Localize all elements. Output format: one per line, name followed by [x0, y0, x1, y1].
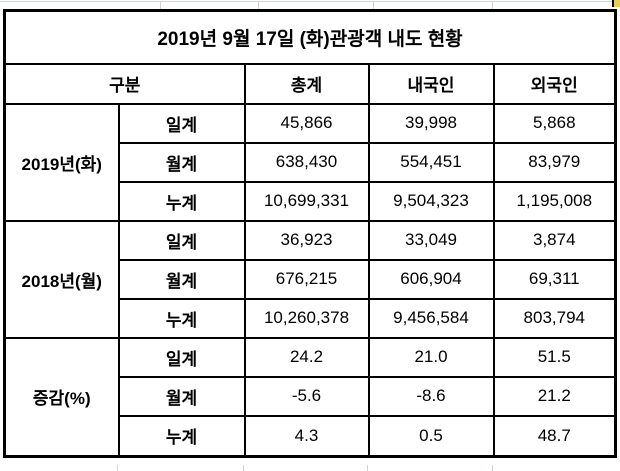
gridline-stub: [367, 465, 368, 471]
value-cell[interactable]: 803,794: [492, 297, 617, 339]
value-cell[interactable]: 606,904: [367, 258, 495, 300]
gridline-stub: [492, 2, 493, 9]
value-cell[interactable]: 45,866: [243, 102, 370, 144]
value-cell[interactable]: 5,868: [492, 102, 617, 144]
section-label-change[interactable]: 증감(%): [3, 336, 120, 458]
row-label-cumulative[interactable]: 누계: [117, 297, 246, 339]
tourist-arrival-table: 2019년 9월 17일 (화)관광객 내도 현황 구분 총계 내국인 외국인 …: [3, 9, 618, 458]
value-cell[interactable]: 36,923: [243, 219, 370, 261]
gridline-stub: [117, 465, 118, 471]
value-cell[interactable]: 1,195,008: [492, 180, 617, 222]
row-label-daily[interactable]: 일계: [117, 102, 246, 144]
row-label-monthly[interactable]: 월계: [117, 375, 246, 417]
gridline-stub: [243, 465, 244, 471]
value-cell[interactable]: 0.5: [367, 414, 495, 458]
row-label-monthly[interactable]: 월계: [117, 258, 246, 300]
section-label-2019[interactable]: 2019년(화): [3, 102, 120, 222]
value-cell[interactable]: 48.7: [492, 414, 617, 458]
row-label-daily[interactable]: 일계: [117, 336, 246, 378]
value-cell[interactable]: 10,699,331: [243, 180, 370, 222]
value-cell[interactable]: 9,456,584: [367, 297, 495, 339]
value-cell[interactable]: 10,260,378: [243, 297, 370, 339]
value-cell[interactable]: 33,049: [367, 219, 495, 261]
value-cell[interactable]: 21.0: [367, 336, 495, 378]
value-cell[interactable]: 24.2: [243, 336, 370, 378]
yellow-cell-fragment: [612, 0, 620, 7]
value-cell[interactable]: 69,311: [492, 258, 617, 300]
value-cell[interactable]: 3,874: [492, 219, 617, 261]
row-label-daily[interactable]: 일계: [117, 219, 246, 261]
row-label-cumulative[interactable]: 누계: [117, 414, 246, 458]
gridline-stub: [373, 2, 374, 9]
row-label-monthly[interactable]: 월계: [117, 141, 246, 183]
header-foreign[interactable]: 외국인: [492, 62, 617, 105]
gridline-stub: [160, 2, 161, 9]
gridline-stub: [492, 465, 493, 471]
gridline-horizontal: [0, 1, 612, 2]
value-cell[interactable]: -8.6: [367, 375, 495, 417]
value-cell[interactable]: 4.3: [243, 414, 370, 458]
row-label-cumulative[interactable]: 누계: [117, 180, 246, 222]
header-category[interactable]: 구분: [3, 62, 246, 105]
header-domestic[interactable]: 내국인: [367, 62, 495, 105]
value-cell[interactable]: 21.2: [492, 375, 617, 417]
table-title: 2019년 9월 17일 (화)관광객 내도 현황: [3, 9, 617, 65]
value-cell[interactable]: 83,979: [492, 141, 617, 183]
gridline-stub: [258, 2, 259, 9]
value-cell[interactable]: 9,504,323: [367, 180, 495, 222]
value-cell[interactable]: 676,215: [243, 258, 370, 300]
section-label-2018[interactable]: 2018년(월): [3, 219, 120, 339]
value-cell[interactable]: 554,451: [367, 141, 495, 183]
value-cell[interactable]: 638,430: [243, 141, 370, 183]
value-cell[interactable]: -5.6: [243, 375, 370, 417]
header-total[interactable]: 총계: [243, 62, 370, 105]
value-cell[interactable]: 51.5: [492, 336, 617, 378]
value-cell[interactable]: 39,998: [367, 102, 495, 144]
